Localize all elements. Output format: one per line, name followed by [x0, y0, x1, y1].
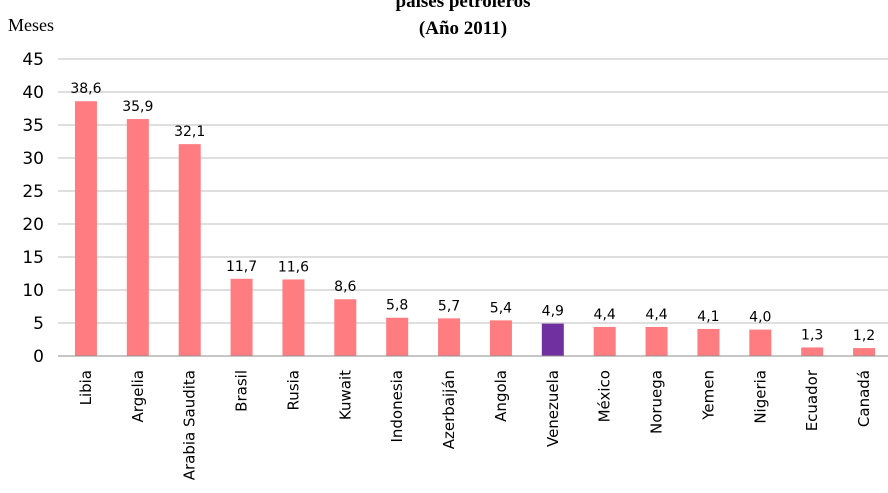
y-axis-label: Meses [8, 15, 54, 35]
data-label: 5,8 [386, 298, 408, 314]
data-label: 4,1 [697, 309, 719, 325]
bar-méxico [593, 326, 616, 356]
x-tick-label: Azerbaiján [440, 370, 458, 449]
data-label: 4,9 [542, 304, 564, 320]
x-tick-label: Yemen [699, 370, 717, 421]
x-tick-label: Canadá [855, 370, 873, 427]
y-tick-label: 30 [22, 149, 44, 169]
y-axis-ticks: 0 5 10 15 20 25 30 35 40 45 [22, 50, 44, 367]
data-label: 11,6 [278, 259, 309, 275]
x-tick-label: Indonesia [388, 370, 406, 443]
bar-argelia [126, 119, 149, 356]
x-tick-label: Brasil [233, 370, 251, 412]
data-label: 32,1 [174, 124, 205, 140]
data-label: 35,9 [122, 99, 153, 115]
data-label: 1,3 [801, 327, 823, 343]
y-tick-label: 0 [33, 347, 44, 367]
y-tick-label: 5 [33, 314, 44, 334]
data-label: 4,0 [749, 310, 771, 326]
y-tick-label: 20 [22, 215, 44, 235]
bar-canadá [853, 348, 876, 356]
x-tick-label: Nigeria [751, 370, 769, 424]
data-label: 5,4 [490, 300, 512, 316]
bar-libia [74, 101, 97, 357]
x-axis-ticks: Libia Argelia Arabia Saudita Brasil Rusia Kuw… [77, 369, 873, 480]
bar-yemen [697, 328, 720, 356]
bar-brasil [230, 278, 253, 356]
data-label: 38,6 [70, 81, 101, 97]
data-label: 5,7 [438, 298, 460, 314]
x-tick-label: Rusia [284, 370, 302, 410]
data-labels: 38,6 35,9 32,1 11,7 11,6 8,6 5,8 5,7 5,4 4,9 4,4 4,… [70, 81, 875, 344]
bars [74, 101, 876, 357]
data-label: 4,4 [645, 307, 667, 323]
bar-rusia [282, 279, 305, 356]
y-tick-label: 10 [22, 281, 44, 301]
bar-kuwait [334, 299, 357, 356]
bar-venezuela [541, 323, 564, 356]
y-tick-label: 25 [22, 182, 44, 202]
x-tick-label: Arabia Saudita [181, 370, 199, 480]
data-label: 11,7 [226, 259, 257, 275]
x-tick-label: Venezuela [544, 370, 562, 447]
bar-indonesia [386, 317, 409, 356]
data-label: 1,2 [853, 328, 875, 344]
chart-title-line-2: (Año 2011) [419, 18, 507, 39]
x-tick-label: Kuwait [336, 370, 354, 420]
x-tick-label: Libia [77, 370, 95, 405]
bar-arabia-saudita [178, 144, 201, 356]
y-tick-label: 15 [22, 248, 44, 268]
bar-ecuador [801, 347, 824, 356]
bar-azerbaiján [438, 318, 461, 356]
y-tick-label: 35 [22, 116, 44, 136]
chart-title-line-1: países petroleros [396, 0, 531, 12]
y-tick-label: 45 [22, 50, 44, 70]
bar-noruega [645, 326, 668, 356]
x-tick-label: Argelia [129, 370, 147, 422]
data-label: 8,6 [334, 279, 356, 295]
y-tick-label: 40 [22, 83, 44, 103]
x-tick-label: México [596, 370, 614, 422]
x-tick-label: Noruega [648, 370, 666, 434]
data-label: 4,4 [594, 307, 616, 323]
bar-angola [489, 320, 512, 356]
x-tick-label: Ecuador [803, 369, 821, 431]
bar-nigeria [749, 329, 772, 356]
x-tick-label: Angola [492, 370, 510, 422]
